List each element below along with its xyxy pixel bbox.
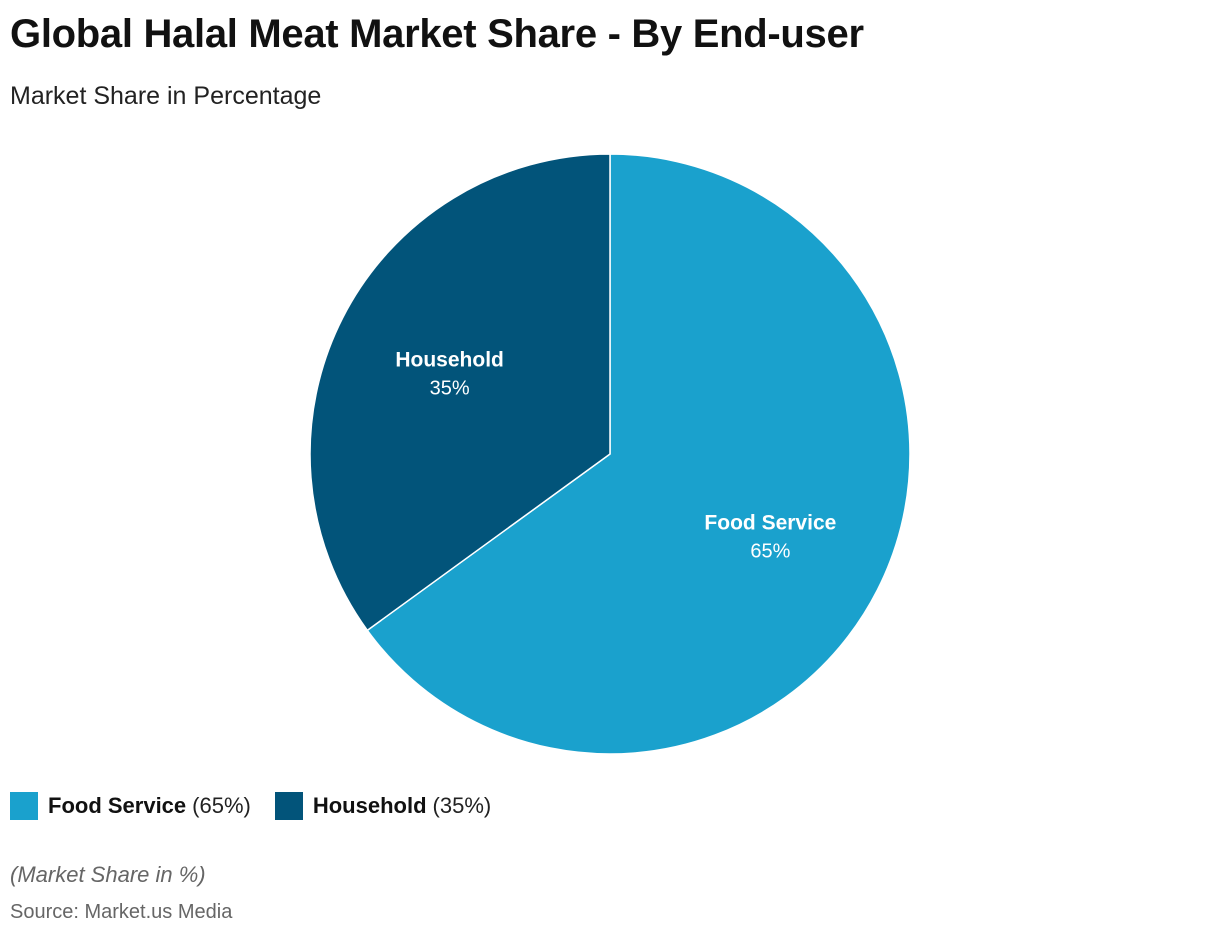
- chart-title: Global Halal Meat Market Share - By End-…: [10, 12, 864, 56]
- slice-value-label: 65%: [750, 541, 790, 563]
- chart-source: Source: Market.us Media: [10, 901, 233, 923]
- pie-slice-food-service[interactable]: [366, 153, 911, 755]
- legend-swatch-food-service: [10, 792, 38, 820]
- legend-item-household[interactable]: Household (35%): [274, 792, 492, 820]
- legend-label: Household: [312, 793, 427, 818]
- pie-slices: [309, 153, 911, 755]
- pie-slice-household[interactable]: [309, 153, 611, 632]
- slice-label: Household: [395, 348, 504, 371]
- legend-swatch-household: [274, 792, 303, 820]
- pie-chart: Food Service 65% Household 35%: [309, 153, 911, 755]
- legend-value: (35%): [432, 793, 492, 818]
- legend-item-food-service[interactable]: Food Service (65%): [10, 792, 251, 820]
- legend: Food Service (65%) Household (35%): [10, 792, 515, 820]
- chart-note: (Market Share in %): [10, 862, 206, 887]
- slice-label: Food Service: [704, 512, 836, 535]
- legend-label: Food Service: [48, 793, 187, 818]
- legend-value: (65%): [192, 793, 251, 818]
- slice-value-label: 35%: [430, 377, 470, 399]
- chart-subtitle: Market Share in Percentage: [10, 82, 322, 110]
- pie-labels: Food Service 65% Household 35%: [395, 348, 836, 562]
